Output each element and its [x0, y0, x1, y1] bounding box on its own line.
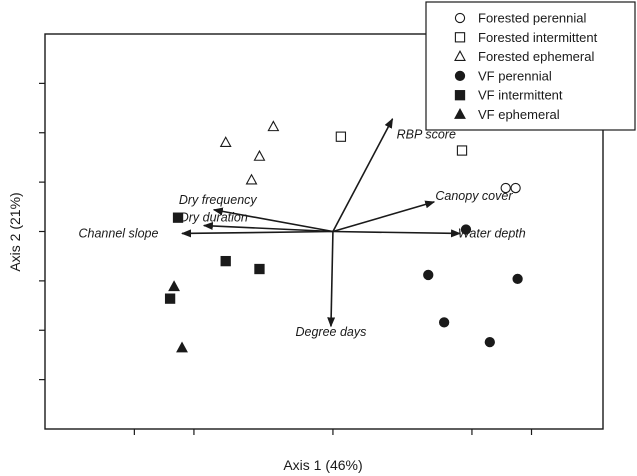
biplot-vectors: RBP score Canopy cover Water depth Degree d… [79, 118, 526, 339]
vector-label-dry-frequency: Dry frequency [179, 193, 258, 207]
point-forested-perennial [500, 182, 511, 194]
point-forested-ephemeral [245, 173, 258, 185]
point-forested-intermittent [456, 145, 468, 156]
legend-marker-forested-perennial [454, 12, 466, 24]
legend-marker-forested-intermittent [454, 32, 466, 43]
legend-marker-vf-intermittent [454, 90, 466, 101]
vector-label-rbp-score: RBP score [397, 128, 456, 142]
data-points [164, 120, 523, 353]
vector-label-channel-slope: Channel slope [79, 226, 159, 240]
legend-marker-forested-ephemeral [454, 50, 466, 61]
point-forested-ephemeral [219, 136, 232, 147]
point-vf-perennial [484, 336, 495, 348]
legend-label-vf-intermittent: VF intermittent [478, 88, 563, 103]
vector-degree-days [327, 231, 336, 328]
point-forested-perennial [510, 182, 521, 194]
vector-canopy-cover [332, 200, 436, 233]
legend-label-forested-ephemeral: Forested ephemeral [478, 49, 594, 64]
point-vf-perennial [460, 224, 472, 235]
point-vf-ephemeral [168, 280, 180, 292]
legend-box [425, 1, 636, 131]
y-axis-label: Axis 2 (21%) [7, 192, 23, 271]
legend-label-vf-ephemeral: VF ephemeral [478, 107, 560, 122]
vector-label-dry-duration: Dry duration [180, 211, 248, 225]
x-axis-ticks [133, 429, 533, 435]
vector-dry-duration [202, 221, 333, 233]
legend-label-forested-intermittent: Forested intermittent [478, 30, 598, 45]
point-vf-perennial [438, 317, 450, 328]
vector-label-canopy-cover: Canopy cover [435, 189, 513, 203]
legend-marker-vf-perennial [454, 70, 466, 82]
vector-channel-slope [181, 229, 333, 238]
vector-label-degree-days: Degree days [296, 325, 367, 339]
vector-rbp-score [332, 118, 394, 232]
point-vf-intermittent [164, 293, 176, 304]
legend: Forested perennial Forested intermittent F… [425, 1, 636, 131]
legend-label-forested-perennial: Forested perennial [478, 11, 587, 26]
point-forested-intermittent [335, 131, 347, 142]
legend-marker-vf-ephemeral [454, 107, 466, 119]
point-vf-ephemeral [176, 341, 188, 353]
point-vf-intermittent [172, 212, 184, 223]
vector-dry-frequency [212, 207, 334, 233]
point-vf-intermittent [254, 263, 265, 275]
x-axis-label: Axis 1 (46%) [283, 457, 362, 473]
point-forested-ephemeral [267, 120, 280, 132]
point-forested-ephemeral [253, 149, 266, 161]
vector-water-depth [332, 229, 462, 238]
point-vf-perennial [423, 269, 434, 281]
y-axis-ticks [39, 82, 45, 381]
point-vf-intermittent [220, 255, 231, 267]
vector-label-water-depth: Water depth [458, 226, 526, 240]
legend-label-vf-perennial: VF perennial [478, 68, 552, 83]
point-vf-perennial [512, 273, 523, 285]
